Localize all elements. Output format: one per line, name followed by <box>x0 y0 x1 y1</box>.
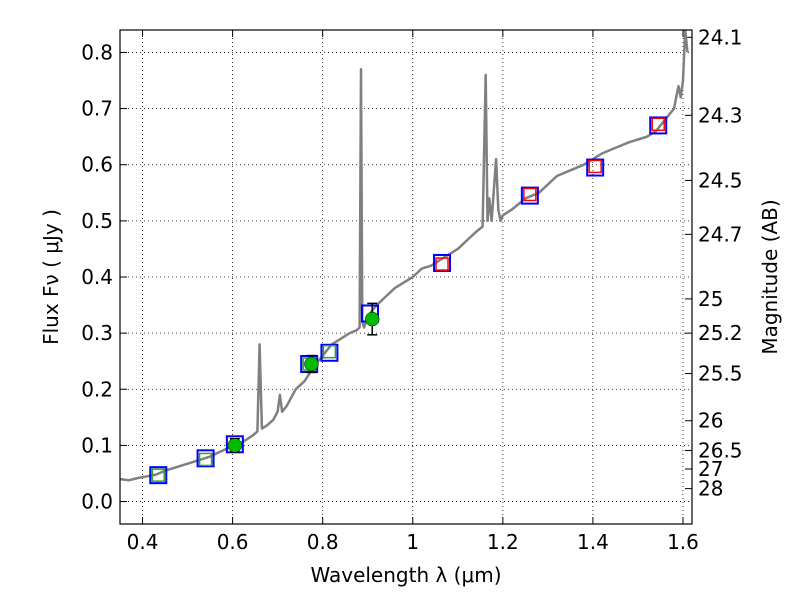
x-tick-label: 0.4 <box>127 530 159 554</box>
mag-tick-label: 24.1 <box>698 25 743 49</box>
spectrum-line <box>120 30 689 482</box>
x-tick-label: 1.2 <box>487 530 519 554</box>
observed-flux-point <box>227 438 243 453</box>
y-tick-label: 0.3 <box>81 321 113 345</box>
mag-tick-label: 26.5 <box>698 438 743 462</box>
y-tick-label: 0.5 <box>81 209 113 233</box>
y-tick-label: 0.6 <box>81 153 113 177</box>
y-tick-label: 0.4 <box>81 265 113 289</box>
model-flux-square-blue <box>320 343 339 362</box>
x-tick-label: 0.6 <box>217 530 249 554</box>
mag-tick-label: 24.7 <box>698 222 743 246</box>
mag-tick-label: 24.5 <box>698 168 743 192</box>
x-tick-label: 1 <box>406 530 419 554</box>
observed-flux-point <box>364 311 380 327</box>
model-flux-square-blue <box>586 158 605 177</box>
model-flux-square-blue <box>433 253 452 272</box>
mag-tick-label: 26 <box>698 409 723 433</box>
x-axis-label: Wavelength λ (μm) <box>310 563 501 587</box>
y-tick-label: 0.1 <box>81 433 113 457</box>
mag-tick-label: 25.2 <box>698 321 743 345</box>
model-flux-square-red <box>523 187 537 202</box>
model-flux-square-green <box>198 452 213 467</box>
x-tick-label: 1.4 <box>577 530 609 554</box>
model-flux-square-green <box>322 344 337 359</box>
mag-tick-label: 25.5 <box>698 362 743 386</box>
y-tick-label: 0.0 <box>81 490 113 514</box>
model-flux-square-blue <box>149 466 168 485</box>
x-tick-label: 0.8 <box>307 530 339 554</box>
model-flux-square-red <box>651 117 665 132</box>
y-tick-label: 0.2 <box>81 377 113 401</box>
observed-flux-point <box>304 356 319 372</box>
mag-tick-label: 28 <box>698 477 723 501</box>
model-flux-square-red <box>588 159 602 174</box>
y-tick-label: 0.7 <box>81 97 113 121</box>
x-tick-label: 1.6 <box>667 530 699 554</box>
model-flux-square-red <box>435 257 449 271</box>
model-flux-square-green <box>151 468 166 482</box>
model-flux-square-blue <box>520 186 539 205</box>
plot-area: 0.4 0.6 0.8 1 1.2 1.4 1.6 0.0 0.1 0.2 0.3 0.4 0.5 0.6… <box>81 25 742 554</box>
mag-tick-label: 24.3 <box>698 103 743 127</box>
plot-frame <box>119 29 693 525</box>
y-axis-label: Flux Fν ( μJy ) <box>39 209 63 345</box>
mag-tick-label: 27 <box>698 457 723 481</box>
model-flux-square-blue <box>196 449 215 468</box>
y-tick-label: 0.8 <box>81 40 113 64</box>
y-axis-right-label: Magnitude (AB) <box>758 199 782 354</box>
mag-tick-label: 25 <box>698 287 723 311</box>
model-flux-square-blue <box>649 116 668 135</box>
